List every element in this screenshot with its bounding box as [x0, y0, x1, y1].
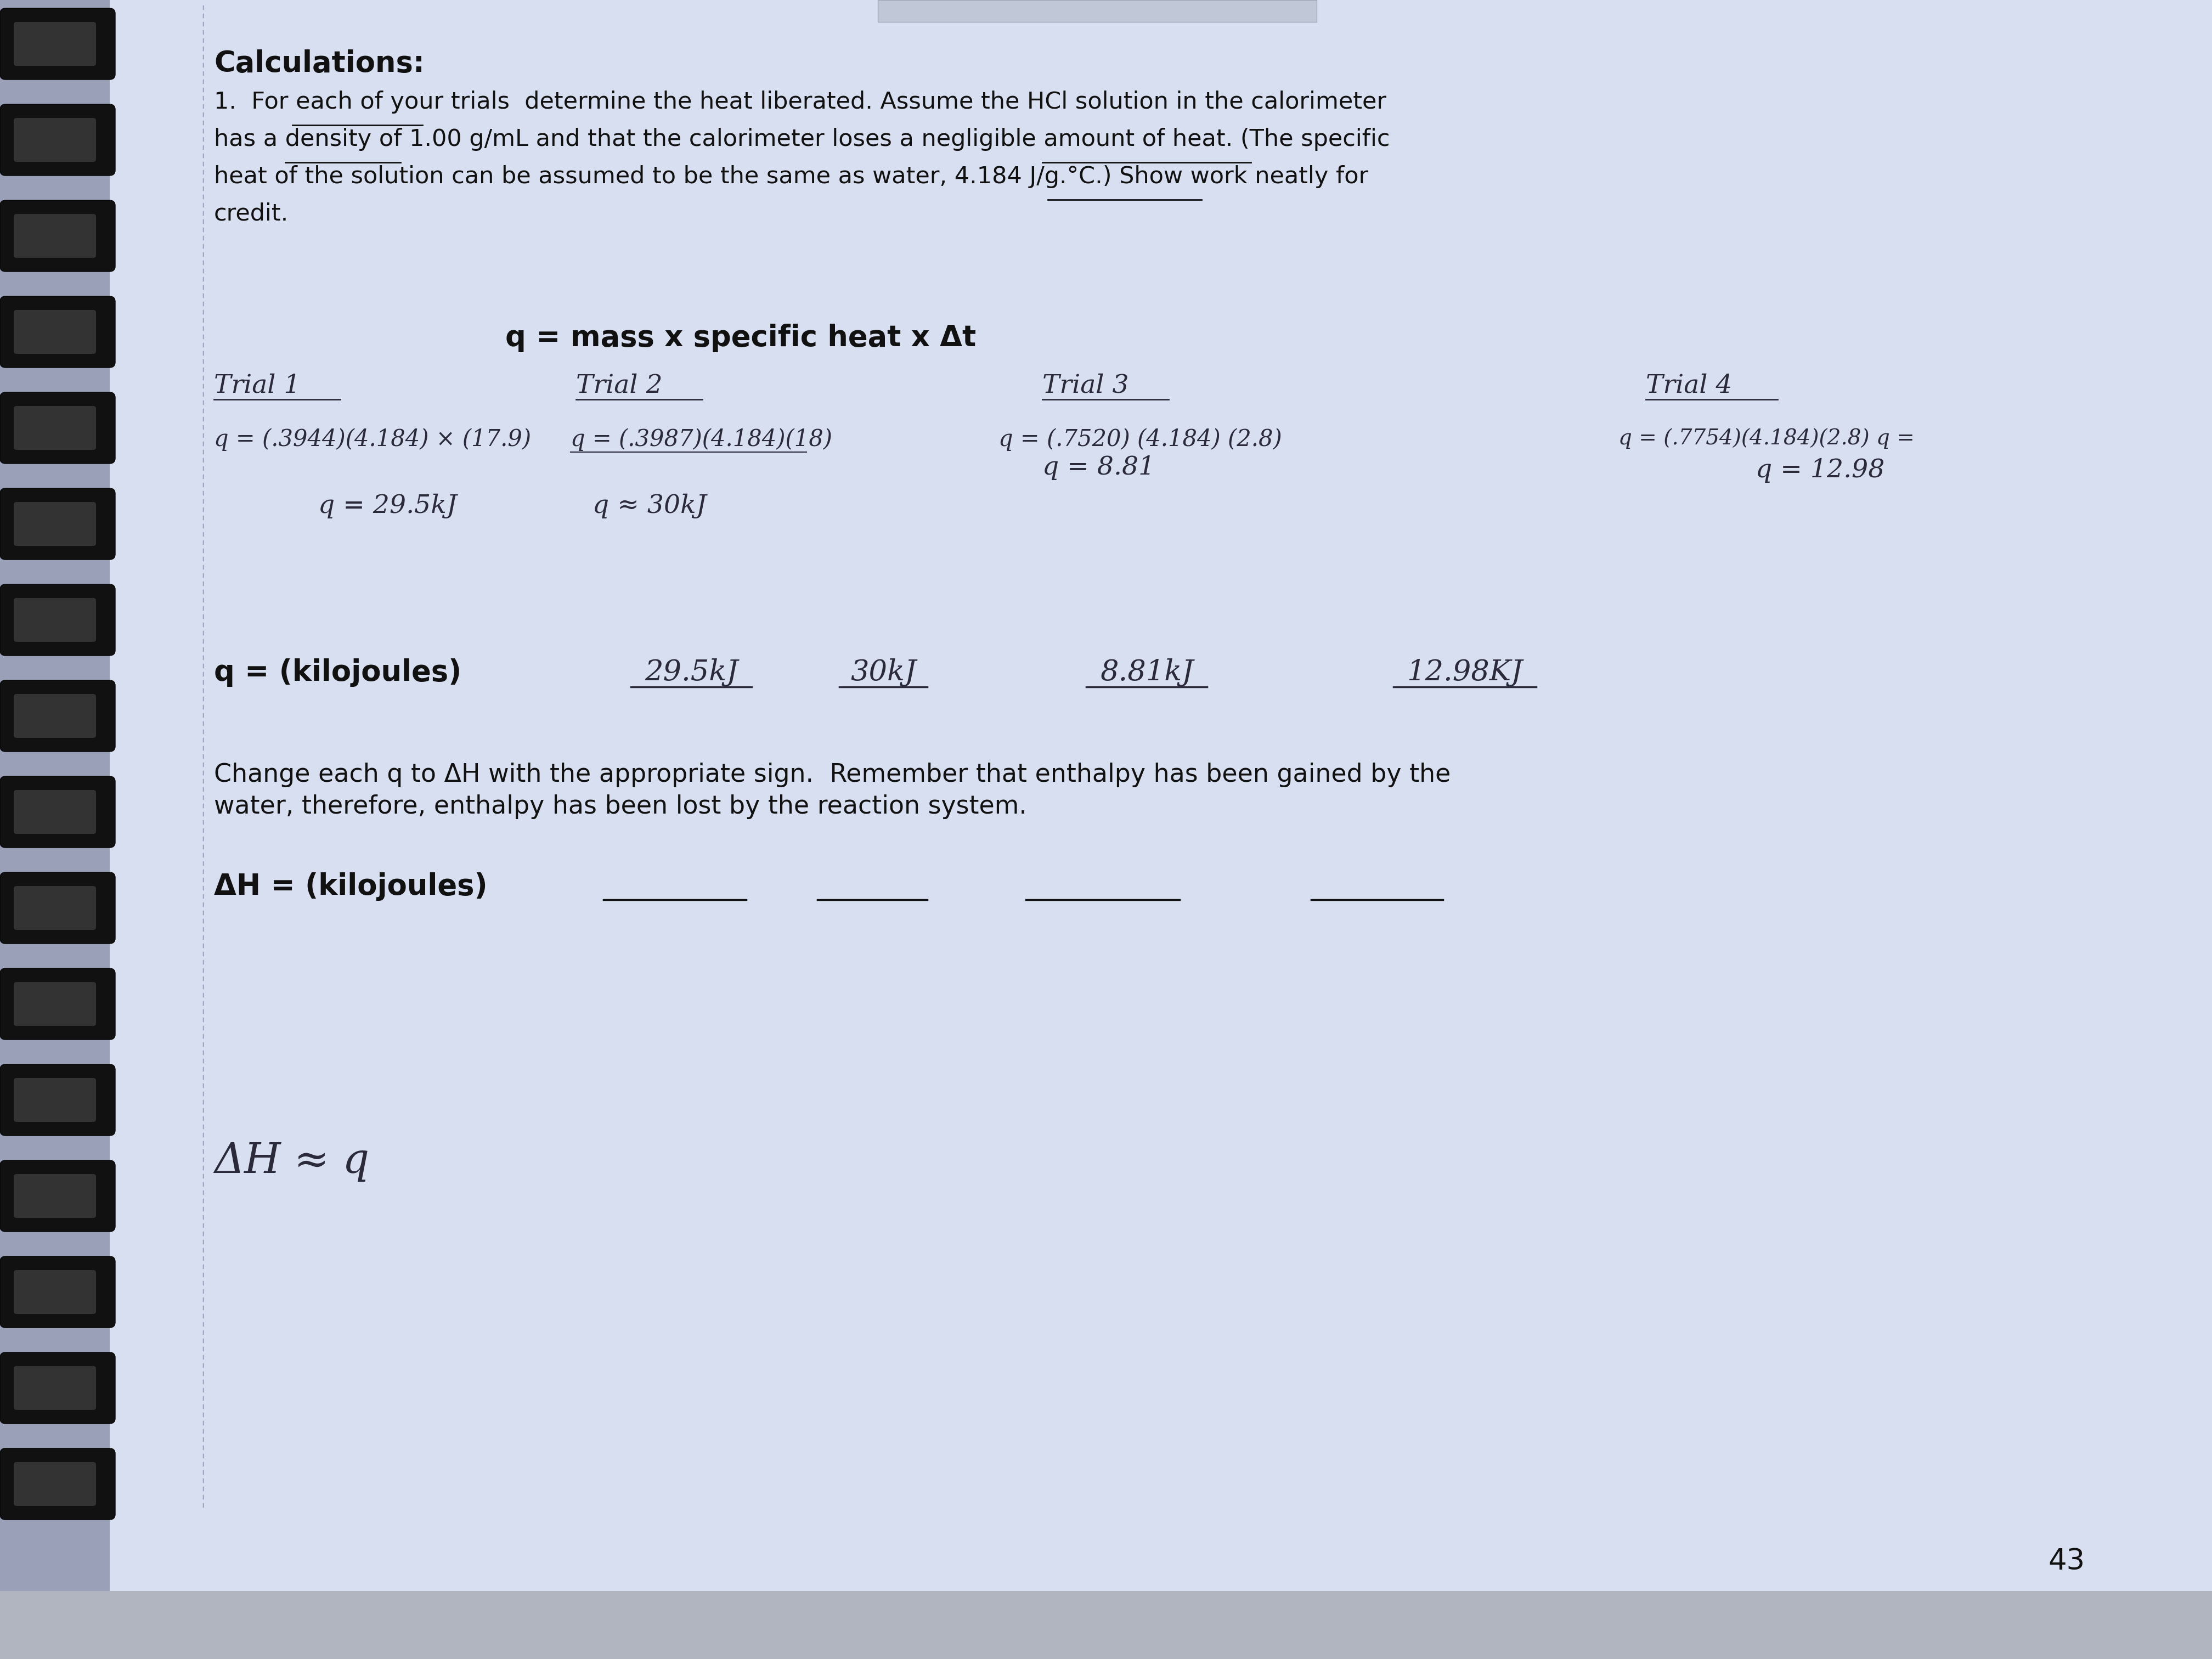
Text: has a density of 1.00 g/mL and that the calorimeter loses a negligible amount of: has a density of 1.00 g/mL and that the … — [215, 128, 1389, 151]
FancyBboxPatch shape — [0, 776, 115, 848]
Text: 43: 43 — [2048, 1548, 2084, 1576]
Text: 29.5kJ: 29.5kJ — [644, 659, 739, 687]
FancyBboxPatch shape — [0, 1256, 115, 1327]
FancyBboxPatch shape — [13, 597, 95, 642]
FancyBboxPatch shape — [13, 886, 95, 931]
Text: Trial 1: Trial 1 — [215, 373, 301, 398]
FancyBboxPatch shape — [13, 214, 95, 257]
Text: q ≈ 30kJ: q ≈ 30kJ — [593, 494, 706, 519]
FancyBboxPatch shape — [13, 22, 95, 66]
Text: q = (.3944)(4.184) × (17.9): q = (.3944)(4.184) × (17.9) — [215, 428, 531, 451]
Text: Trial 4: Trial 4 — [1646, 373, 1732, 398]
FancyBboxPatch shape — [0, 8, 115, 80]
Text: 12.98KJ: 12.98KJ — [1407, 659, 1522, 687]
FancyBboxPatch shape — [0, 969, 115, 1040]
FancyBboxPatch shape — [13, 1271, 95, 1314]
Text: water, therefore, enthalpy has been lost by the reaction system.: water, therefore, enthalpy has been lost… — [215, 795, 1026, 820]
FancyBboxPatch shape — [0, 680, 115, 752]
FancyBboxPatch shape — [0, 1065, 115, 1136]
Text: ΔH = (kilojoules): ΔH = (kilojoules) — [215, 873, 487, 901]
FancyBboxPatch shape — [13, 1175, 95, 1218]
Text: q = (.7754)(4.184)(2.8) q =: q = (.7754)(4.184)(2.8) q = — [1619, 428, 1916, 448]
FancyBboxPatch shape — [0, 1160, 115, 1231]
Text: q = mass x specific heat x Δt: q = mass x specific heat x Δt — [504, 324, 975, 352]
Bar — [0, 0, 111, 1591]
FancyBboxPatch shape — [0, 1352, 115, 1423]
FancyBboxPatch shape — [13, 503, 95, 546]
FancyBboxPatch shape — [0, 488, 115, 559]
Text: Calculations:: Calculations: — [215, 50, 425, 78]
FancyBboxPatch shape — [0, 201, 115, 272]
Text: q = (kilojoules): q = (kilojoules) — [215, 659, 462, 687]
FancyBboxPatch shape — [13, 1462, 95, 1506]
Text: q = 8.81: q = 8.81 — [1042, 455, 1155, 479]
Text: Trial 2: Trial 2 — [575, 373, 664, 398]
Text: heat of the solution can be assumed to be the same as water, 4.184 J/g.°C.) Show: heat of the solution can be assumed to b… — [215, 166, 1369, 187]
FancyBboxPatch shape — [13, 790, 95, 834]
Text: 1.  For each of your trials  determine the heat liberated. Assume the HCl soluti: 1. For each of your trials determine the… — [215, 91, 1387, 113]
FancyBboxPatch shape — [13, 118, 95, 163]
FancyBboxPatch shape — [0, 392, 115, 463]
Text: q = (.3987)(4.184)(18): q = (.3987)(4.184)(18) — [571, 428, 832, 451]
FancyBboxPatch shape — [13, 982, 95, 1025]
Text: 8.81kJ: 8.81kJ — [1099, 659, 1192, 687]
Bar — [0, 1481, 2212, 1659]
Text: Trial 3: Trial 3 — [1042, 373, 1128, 398]
FancyBboxPatch shape — [13, 310, 95, 353]
FancyBboxPatch shape — [0, 1448, 115, 1520]
Text: q = 29.5kJ: q = 29.5kJ — [319, 494, 458, 519]
FancyBboxPatch shape — [0, 584, 115, 655]
FancyBboxPatch shape — [0, 873, 115, 944]
FancyBboxPatch shape — [0, 105, 115, 176]
FancyBboxPatch shape — [13, 1365, 95, 1410]
FancyBboxPatch shape — [13, 693, 95, 738]
FancyBboxPatch shape — [878, 0, 1316, 22]
Text: credit.: credit. — [215, 202, 290, 226]
Text: q = 12.98: q = 12.98 — [1756, 458, 1885, 483]
Text: q = (.7520) (4.184) (2.8): q = (.7520) (4.184) (2.8) — [998, 428, 1283, 451]
FancyBboxPatch shape — [0, 297, 115, 368]
FancyBboxPatch shape — [13, 1078, 95, 1121]
FancyBboxPatch shape — [13, 406, 95, 450]
Text: Change each q to ΔH with the appropriate sign.  Remember that enthalpy has been : Change each q to ΔH with the appropriate… — [215, 763, 1451, 788]
Text: ΔH ≈ q: ΔH ≈ q — [215, 1141, 369, 1181]
Text: 30kJ: 30kJ — [849, 659, 916, 687]
